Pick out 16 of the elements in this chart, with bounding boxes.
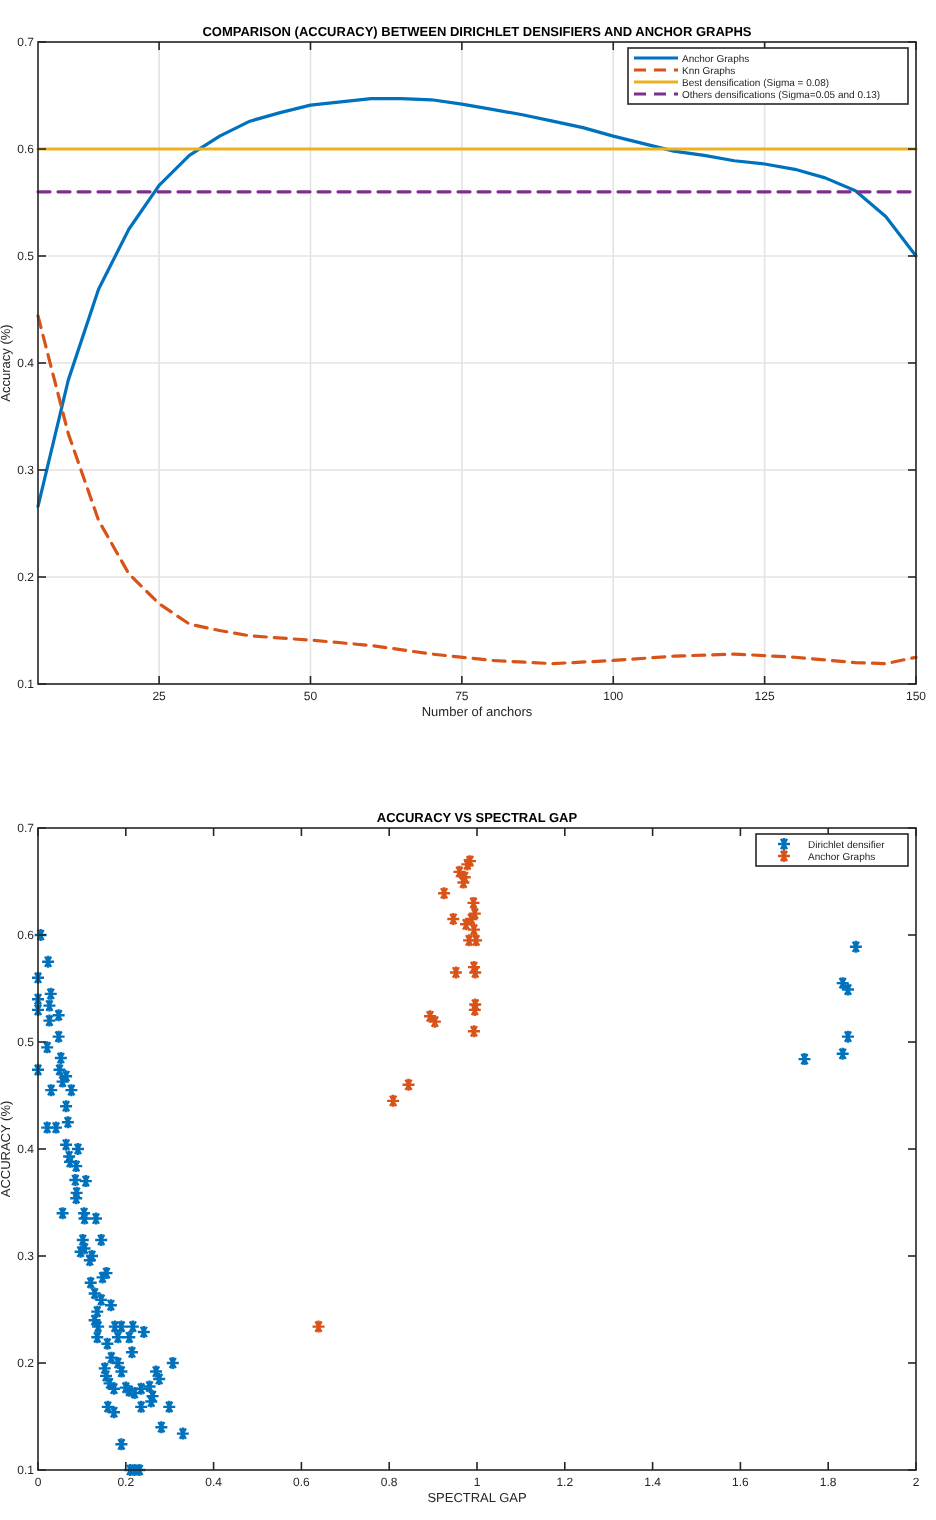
point [436,886,452,901]
point [311,1319,326,1334]
point [462,853,478,869]
point [446,911,461,927]
point [466,895,481,911]
line-series [36,97,918,508]
point [466,1024,482,1039]
point [460,857,475,872]
point [422,1009,438,1024]
point [385,1093,401,1109]
line-series [36,314,918,666]
point [448,965,464,980]
point [401,1077,416,1092]
point [467,906,482,921]
point [457,870,472,885]
point [427,1014,443,1029]
